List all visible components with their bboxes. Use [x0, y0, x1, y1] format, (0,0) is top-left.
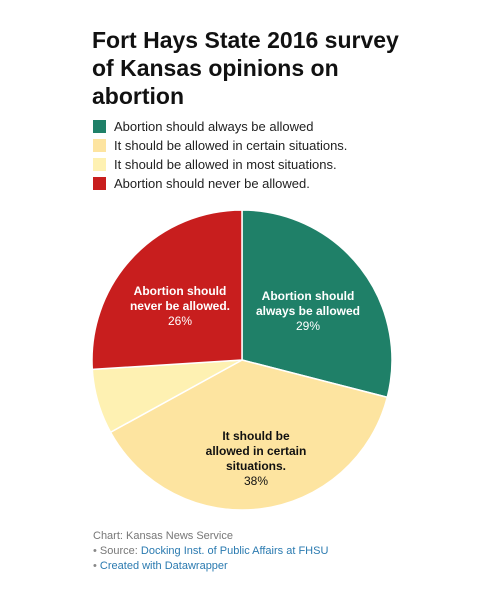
- created-with-line: • Created with Datawrapper: [93, 559, 328, 574]
- source-prefix: Source:: [99, 545, 138, 557]
- footer: Chart: Kansas News Service • Source: Doc…: [93, 529, 328, 574]
- legend-swatch-never: [93, 176, 106, 190]
- legend-swatch-always: [93, 119, 106, 133]
- legend-item-most: It should be allowed in most situations.: [93, 155, 347, 173]
- slice-value-always: 29%: [296, 319, 320, 333]
- pie-slice-certain: [109, 359, 389, 511]
- slice-label-never: Abortion should never be allowed. 26%: [130, 284, 230, 328]
- source-line: • Source: Docking Inst. of Public Affair…: [93, 544, 328, 559]
- legend-item-certain: It should be allowed in certain situatio…: [93, 136, 347, 154]
- bullet: •: [93, 560, 100, 572]
- pie-slice-never: [91, 209, 243, 371]
- datawrapper-link[interactable]: Created with Datawrapper: [99, 560, 228, 572]
- slice-value-never: 26%: [168, 314, 192, 328]
- source-link[interactable]: Docking Inst. of Public Affairs at FHSU: [140, 545, 329, 557]
- legend-label-always: Abortion should always be allowed: [114, 118, 314, 134]
- slice-label-always: Abortion should always be allowed 29%: [256, 289, 360, 333]
- chart-credit: Chart: Kansas News Service: [93, 530, 233, 542]
- slice-label-certain: It should be allowed in certain situations…: [206, 429, 307, 488]
- bullet: •: [93, 545, 100, 557]
- legend-item-never: Abortion should never be allowed.: [93, 174, 347, 192]
- legend-swatch-certain: [93, 138, 106, 152]
- legend-label-most: It should be allowed in most situations.: [114, 156, 337, 172]
- slice-value-certain: 38%: [244, 474, 268, 488]
- legend-label-certain: It should be allowed in certain situatio…: [114, 137, 348, 153]
- legend-swatch-most: [93, 157, 106, 171]
- chart-title: Fort Hays State 2016 survey of Kansas op…: [92, 27, 399, 109]
- legend: Abortion should always be allowed It sho…: [93, 117, 347, 193]
- legend-label-never: Abortion should never be allowed.: [114, 175, 310, 191]
- pie-slice-always: [241, 209, 393, 399]
- legend-item-always: Abortion should always be allowed: [93, 117, 347, 135]
